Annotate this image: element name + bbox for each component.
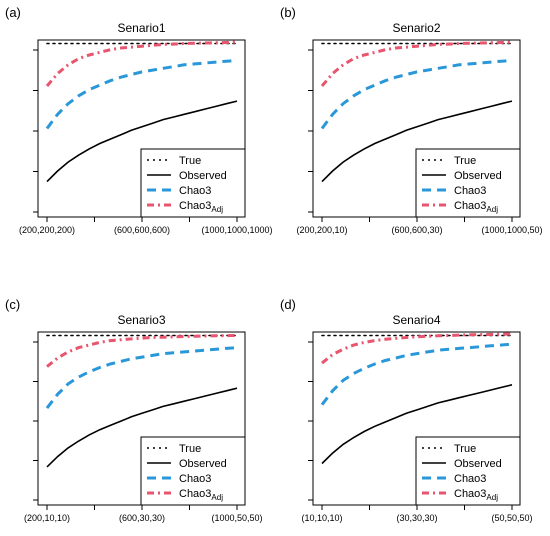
panel-label: (a)	[5, 5, 21, 20]
legend-entry-subscript: Adj	[486, 205, 498, 214]
x-tick-label: (10,10,10)	[301, 513, 342, 523]
series-line-chao3	[45, 346, 238, 410]
series-line-observed	[46, 387, 238, 468]
x-tick-label: (600,30,30)	[119, 513, 165, 523]
x-tick-label: (200,200,200)	[19, 225, 75, 235]
legend-entry: True	[179, 155, 201, 167]
legend-entry-subscript: Adj	[211, 205, 223, 214]
legend-entry: Observed	[454, 170, 502, 182]
series-line-chao3	[45, 58, 238, 130]
x-tick-label: (200,200,10)	[296, 225, 347, 235]
chart-title: Senario3	[117, 313, 165, 327]
legend-entry: True	[454, 443, 476, 455]
chart-title: Senario1	[117, 21, 165, 35]
chart-panel-3: (c) Senario3 (200,10,10) (600,30,30) (1000,5…	[5, 297, 263, 523]
x-tick-label: (200,10,10)	[24, 513, 70, 523]
panel-label: (c)	[5, 297, 20, 312]
x-tick-label: (600,600,600)	[114, 225, 170, 235]
legend-entry: Chao3	[454, 185, 486, 197]
x-tick-label: (1000,1000,50)	[481, 225, 542, 235]
legend-entry: True	[179, 443, 201, 455]
panel-label: (b)	[280, 5, 296, 20]
x-tick-label: (1000,1000,1000)	[201, 225, 272, 235]
legend-entry: Observed	[179, 458, 227, 470]
legend-entry: Observed	[454, 458, 502, 470]
legend-entry: Observed	[179, 170, 227, 182]
series-line-chao3-adj	[321, 332, 513, 365]
panel-label: (d)	[280, 297, 296, 312]
chart-title: Senario4	[392, 313, 440, 327]
chart-title: Senario2	[392, 21, 440, 35]
x-tick-label: (600,600,30)	[391, 225, 442, 235]
legend-entry-subscript: Adj	[486, 493, 498, 502]
series-line-observed	[321, 100, 513, 183]
legend-entry: Chao3	[179, 473, 211, 485]
chart-panel-4: (d) Senario4 (10,10,10) (30,30,30) (50,50,50…	[280, 297, 533, 523]
legend-entry: Chao3	[179, 185, 211, 197]
series-line-observed	[46, 100, 238, 183]
series-line-chao3	[320, 58, 513, 130]
series-line-chao3-adj	[45, 40, 238, 87]
series-line-observed	[321, 384, 513, 465]
chart-panel-2: (b) Senario2 (200,200,10) (600,600,30) (1000…	[280, 5, 543, 235]
x-tick-label: (50,50,50)	[491, 513, 532, 523]
x-tick-label: (30,30,30)	[396, 513, 437, 523]
legend-entry: True	[454, 155, 476, 167]
series-line-chao3	[320, 342, 513, 406]
series-line-chao3-adj	[46, 334, 238, 368]
chart-panel-1: (a) Senario1 (200,200,200) (600,600,600) (10…	[5, 5, 273, 235]
x-tick-label: (1000,50,50)	[211, 513, 262, 523]
series-line-chao3-adj	[320, 40, 513, 87]
legend-entry: Chao3	[454, 473, 486, 485]
legend-entry-subscript: Adj	[211, 493, 223, 502]
